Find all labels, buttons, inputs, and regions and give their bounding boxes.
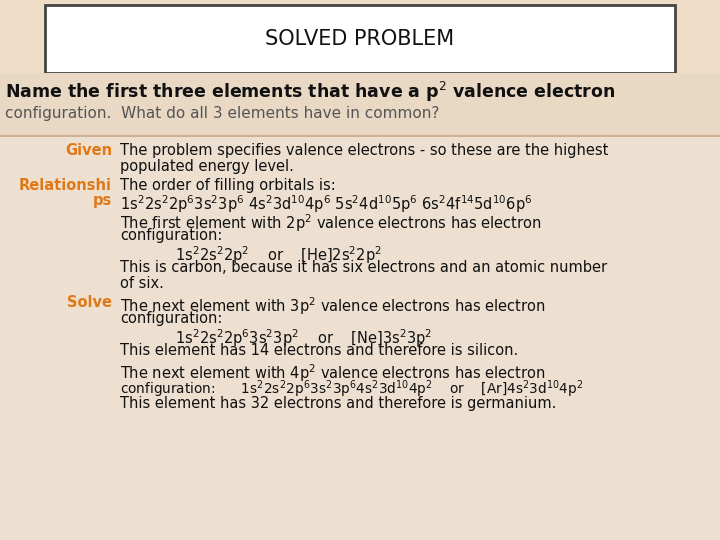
Text: This element has 14 electrons and therefore is silicon.: This element has 14 electrons and theref… xyxy=(120,343,518,358)
Text: SOLVED PROBLEM: SOLVED PROBLEM xyxy=(266,29,454,49)
Text: configuration:: configuration: xyxy=(120,228,222,243)
Text: 1s$^2$2s$^2$2p$^6$3s$^2$3p$^6$ 4s$^2$3d$^{10}$4p$^6$ 5s$^2$4d$^{10}$5p$^6$ 6s$^2: 1s$^2$2s$^2$2p$^6$3s$^2$3p$^6$ 4s$^2$3d$… xyxy=(120,193,532,215)
Text: The next element with 3p$^2$ valence electrons has electron: The next element with 3p$^2$ valence ele… xyxy=(120,295,546,316)
Text: Solve: Solve xyxy=(67,295,112,310)
Text: This element has 32 electrons and therefore is germanium.: This element has 32 electrons and theref… xyxy=(120,396,557,411)
Text: 1s$^2$2s$^2$2p$^6$3s$^2$3p$^2$    or    [Ne]3s$^2$3p$^2$: 1s$^2$2s$^2$2p$^6$3s$^2$3p$^2$ or [Ne]3s… xyxy=(175,327,432,349)
Text: This is carbon, because it has six electrons and an atomic number: This is carbon, because it has six elect… xyxy=(120,260,607,275)
Text: configuration:      1s$^2$2s$^2$2p$^6$3s$^2$3p$^6$4s$^2$3d$^{10}$4p$^2$    or   : configuration: 1s$^2$2s$^2$2p$^6$3s$^2$3… xyxy=(120,378,583,400)
Text: The problem specifies valence electrons - so these are the highest: The problem specifies valence electrons … xyxy=(120,143,608,158)
Text: configuration.  What do all 3 elements have in common?: configuration. What do all 3 elements ha… xyxy=(5,106,439,121)
Text: Given: Given xyxy=(65,143,112,158)
Text: ps: ps xyxy=(93,193,112,208)
FancyBboxPatch shape xyxy=(0,73,720,135)
FancyBboxPatch shape xyxy=(45,5,675,73)
Text: Name the first three elements that have a p$^2$ valence electron: Name the first three elements that have … xyxy=(5,80,616,104)
Text: The next element with 4p$^2$ valence electrons has electron: The next element with 4p$^2$ valence ele… xyxy=(120,362,546,384)
Text: Relationshi: Relationshi xyxy=(19,178,112,193)
Text: populated energy level.: populated energy level. xyxy=(120,159,294,174)
Text: 1s$^2$2s$^2$2p$^2$    or    [He]2s$^2$2p$^2$: 1s$^2$2s$^2$2p$^2$ or [He]2s$^2$2p$^2$ xyxy=(175,244,382,266)
Text: The first element with 2p$^2$ valence electrons has electron: The first element with 2p$^2$ valence el… xyxy=(120,212,541,234)
Text: The order of filling orbitals is:: The order of filling orbitals is: xyxy=(120,178,336,193)
FancyBboxPatch shape xyxy=(0,136,720,540)
Text: configuration:: configuration: xyxy=(120,311,222,326)
Text: of six.: of six. xyxy=(120,276,164,291)
